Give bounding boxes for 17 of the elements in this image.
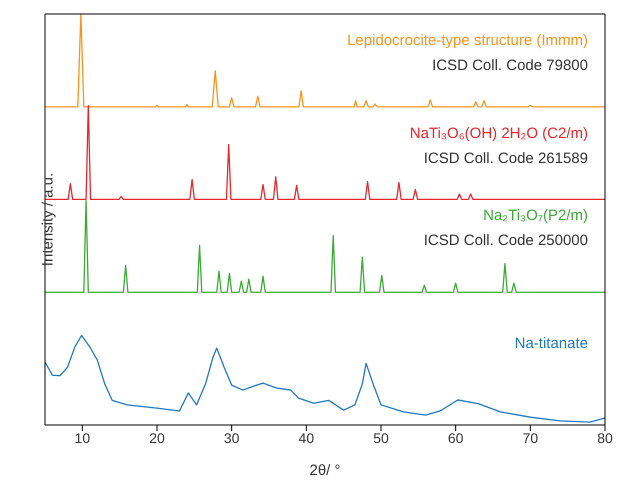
x-tick-label: 80: [597, 430, 613, 446]
text: Lepidocrocite-type structure (Immm): [347, 31, 588, 51]
x-tick-label: 50: [373, 430, 389, 446]
x-tick-label: 30: [224, 430, 240, 446]
x-tick-label: 60: [448, 430, 464, 446]
annotation: ICSD Coll. Code 79800: [431, 56, 588, 76]
text: NaTi₃O₆(OH) 2H₂O (C2/m): [410, 124, 588, 144]
x-axis-title: 2θ/ °: [309, 462, 341, 479]
x-tick-label: 10: [74, 430, 90, 446]
x-tick-label: 70: [522, 430, 538, 446]
x-tick-label: 40: [298, 430, 314, 446]
text: Na₂Ti₃O₇(P2/m): [482, 206, 588, 226]
annotation: ICSD Coll. Code 261589: [422, 149, 588, 169]
annotation: ICSD Coll. Code 250000: [424, 231, 588, 251]
y-axis-title: Intensity / a.u.: [39, 172, 56, 266]
text: Na-titanate: [514, 334, 588, 354]
x-tick-label: 20: [149, 430, 165, 446]
